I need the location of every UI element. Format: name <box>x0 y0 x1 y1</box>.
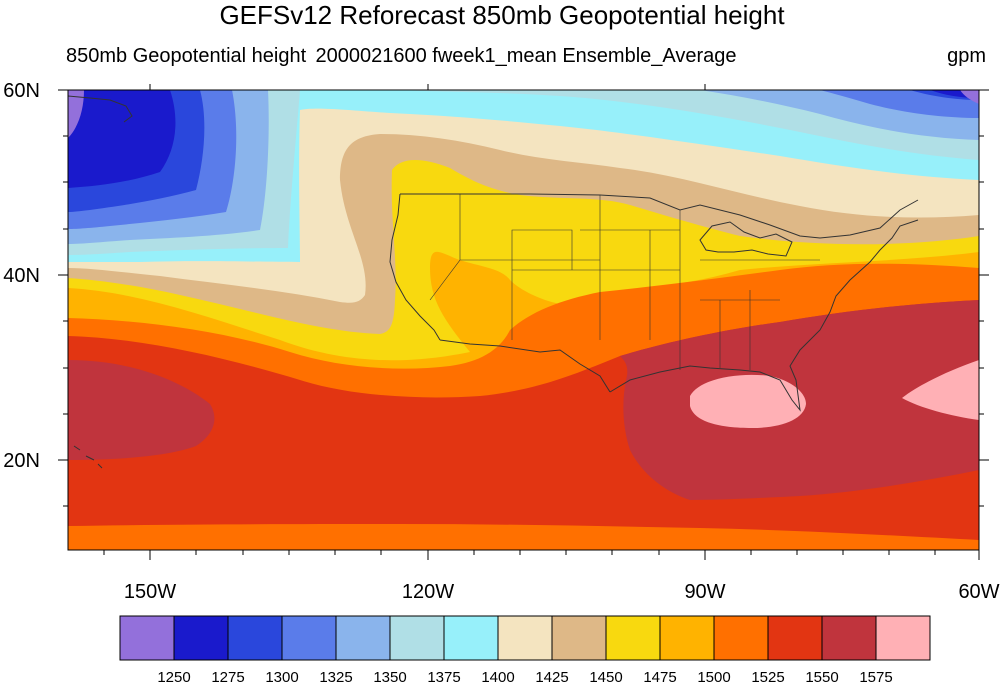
alaska-coast <box>68 95 133 123</box>
band-1575 <box>68 300 979 500</box>
colorbar-box <box>443 615 499 661</box>
center-subtitle: 2000021600 fweek1_mean Ensemble_Average <box>315 45 736 67</box>
map-outlines <box>68 95 919 469</box>
colorbar-label: 1400 <box>481 669 514 684</box>
great-lakes <box>699 221 793 257</box>
contour-fill <box>68 90 979 550</box>
colorbar-box <box>173 615 229 661</box>
colorbar-label: 1250 <box>157 669 190 684</box>
colorbar-label: 1525 <box>751 669 784 684</box>
lon-labels: 150W 120W 90W 60W <box>124 581 1000 603</box>
gulf-coast <box>609 219 919 412</box>
lat-label: 40N <box>3 265 40 287</box>
colorbar-box <box>497 615 553 661</box>
us-canada-border <box>400 193 919 239</box>
colorbar-label: 1350 <box>373 669 406 684</box>
colorbar-box <box>605 615 661 661</box>
colorbar-label: 1500 <box>697 669 730 684</box>
plot-frame <box>67 89 980 551</box>
colorbar-box <box>659 615 715 661</box>
hawaii-islands <box>73 445 103 469</box>
colorbar-box <box>767 615 823 661</box>
lon-label: 150W <box>124 581 176 603</box>
colorbar-box <box>281 615 337 661</box>
colorbar-box <box>551 615 607 661</box>
lon-label: 90W <box>684 581 725 603</box>
colorbar-label: 1575 <box>859 669 892 684</box>
colorbar <box>119 615 931 661</box>
colorbar-label: 1275 <box>211 669 244 684</box>
colorbar-box <box>227 615 283 661</box>
mexico-border <box>439 339 611 393</box>
colorbar-label: 1450 <box>589 669 622 684</box>
left-subtitle: 850mb Geopotential height <box>66 45 307 67</box>
colorbar-label: 1375 <box>427 669 460 684</box>
colorbar-box <box>875 615 931 661</box>
colorbar-box <box>821 615 877 661</box>
colorbar-box <box>119 615 175 661</box>
colorbar-label: 1325 <box>319 669 352 684</box>
lat-label: 20N <box>3 450 40 472</box>
state-lines <box>429 194 820 370</box>
band-1275 <box>68 90 979 188</box>
colorbar-label: 1550 <box>805 669 838 684</box>
lon-label: 120W <box>402 581 454 603</box>
lon-label: 60W <box>958 581 999 603</box>
units-label: gpm <box>947 45 986 67</box>
band-1600 <box>690 360 979 428</box>
colorbar-labels: 1250 1275 1300 1325 1350 1375 1400 1425 1450 1475… <box>157 669 892 684</box>
colorbar-box <box>389 615 445 661</box>
colorbar-label: 1300 <box>265 669 298 684</box>
colorbar-box <box>713 615 769 661</box>
axis-ticks <box>58 84 989 560</box>
lat-label: 60N <box>3 80 40 102</box>
colorbar-box <box>335 615 391 661</box>
lat-labels: 60N 40N 20N <box>3 80 40 472</box>
figure-title: GEFSv12 Reforecast 850mb Geopotential he… <box>219 0 785 30</box>
band-1375 <box>68 90 979 255</box>
west-coast <box>389 193 441 341</box>
colorbar-label: 1425 <box>535 669 568 684</box>
colorbar-label: 1475 <box>643 669 676 684</box>
